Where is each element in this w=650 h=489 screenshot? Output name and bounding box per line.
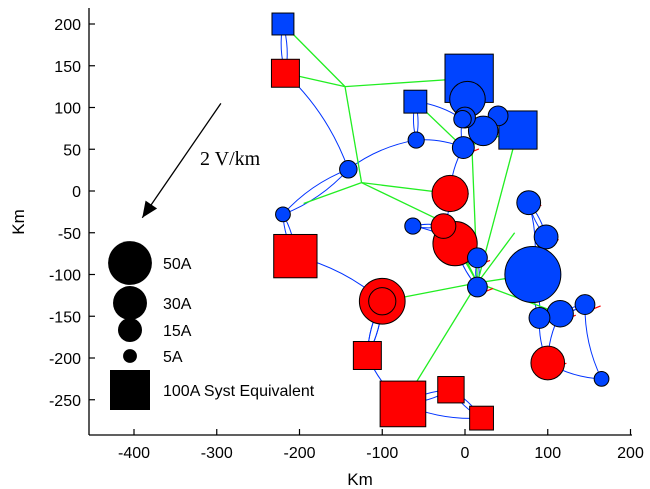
x-tick-label: 100 bbox=[534, 445, 561, 462]
field-vector-line bbox=[141, 102, 222, 219]
system-equivalent-square bbox=[270, 58, 300, 88]
substation-circle bbox=[593, 370, 610, 387]
x-ticks: -400 -300 -200 -100 0 100 200 bbox=[118, 429, 644, 462]
y-tick-label: -200 bbox=[49, 351, 81, 368]
low-voltage-line bbox=[584, 304, 602, 380]
legend-circle-marker bbox=[123, 349, 137, 363]
legend-circle-marker bbox=[108, 241, 152, 285]
electric-field-arrow bbox=[141, 102, 222, 219]
y-tick-label: -150 bbox=[49, 309, 81, 326]
substation-circle bbox=[516, 190, 542, 216]
field-vector-arrowhead bbox=[142, 200, 158, 218]
substation-circle bbox=[431, 174, 469, 213]
substation-circle bbox=[407, 131, 425, 149]
y-axis-title: Km bbox=[9, 209, 28, 235]
x-tick-label: -400 bbox=[118, 445, 150, 462]
legend: 50A 30A 15A 5A 100A Syst Equivalent bbox=[108, 241, 315, 410]
y-tick-label: 100 bbox=[54, 101, 81, 118]
x-tick-label: 0 bbox=[461, 445, 470, 462]
legend-label: 30A bbox=[163, 296, 192, 313]
substation-circle bbox=[533, 224, 559, 250]
legend-circle-marker bbox=[117, 317, 143, 343]
substation-circle bbox=[574, 294, 596, 315]
substation-circle bbox=[467, 247, 488, 269]
system-equivalent-square bbox=[379, 380, 427, 428]
substation-circle bbox=[528, 306, 551, 329]
low-voltage-line bbox=[282, 168, 349, 215]
system-equivalent-square bbox=[437, 376, 465, 404]
x-tick-label: -100 bbox=[366, 445, 398, 462]
y-tick-label: -50 bbox=[58, 226, 81, 243]
legend-square-marker bbox=[110, 370, 150, 410]
legend-label: 5A bbox=[163, 349, 183, 366]
substation-circle bbox=[467, 276, 488, 298]
legend-label: 100A Syst Equivalent bbox=[163, 383, 315, 400]
substation-circle bbox=[275, 206, 291, 223]
high-voltage-line bbox=[303, 182, 362, 205]
legend-label: 15A bbox=[163, 323, 192, 340]
high-voltage-line bbox=[476, 232, 516, 284]
system-equivalent-markers bbox=[270, 12, 538, 431]
low-voltage-line bbox=[282, 168, 349, 215]
y-tick-label: 200 bbox=[54, 17, 81, 34]
substation-circle bbox=[504, 245, 562, 304]
substation-circle bbox=[404, 217, 422, 235]
high-voltage-line bbox=[344, 86, 363, 183]
y-tick-label: -100 bbox=[49, 268, 81, 285]
substation-circle bbox=[467, 115, 499, 147]
system-equivalent-square bbox=[469, 405, 494, 431]
high-voltage-network bbox=[282, 23, 561, 405]
system-equivalent-square bbox=[403, 89, 428, 114]
y-tick-label: 150 bbox=[54, 59, 81, 76]
substation-circle bbox=[339, 160, 358, 179]
system-equivalent-square bbox=[273, 233, 318, 279]
y-ticks: 200 150 100 50 0 -50 -100 -150 -200 -250 bbox=[49, 17, 95, 410]
system-equivalent-square bbox=[352, 341, 382, 370]
x-axis-title: Km bbox=[347, 470, 373, 489]
substation-circle bbox=[368, 287, 397, 316]
y-tick-label: 0 bbox=[72, 184, 81, 201]
y-tick-label: -250 bbox=[49, 393, 81, 410]
legend-label: 50A bbox=[163, 256, 192, 273]
legend-circle-marker bbox=[113, 286, 147, 320]
axes bbox=[88, 8, 632, 436]
substation-circle bbox=[546, 300, 574, 328]
y-tick-label: 50 bbox=[63, 142, 81, 159]
substation-circle bbox=[430, 213, 457, 239]
substation-markers bbox=[275, 80, 610, 387]
x-tick-label: -200 bbox=[283, 445, 315, 462]
system-equivalent-square bbox=[271, 12, 295, 36]
x-tick-label: -300 bbox=[201, 445, 233, 462]
substation-circle bbox=[453, 109, 472, 129]
field-scale-label: 2 V/km bbox=[200, 148, 261, 170]
x-tick-label: 200 bbox=[617, 445, 644, 462]
substation-circle bbox=[530, 345, 566, 381]
substation-circle bbox=[451, 136, 475, 160]
